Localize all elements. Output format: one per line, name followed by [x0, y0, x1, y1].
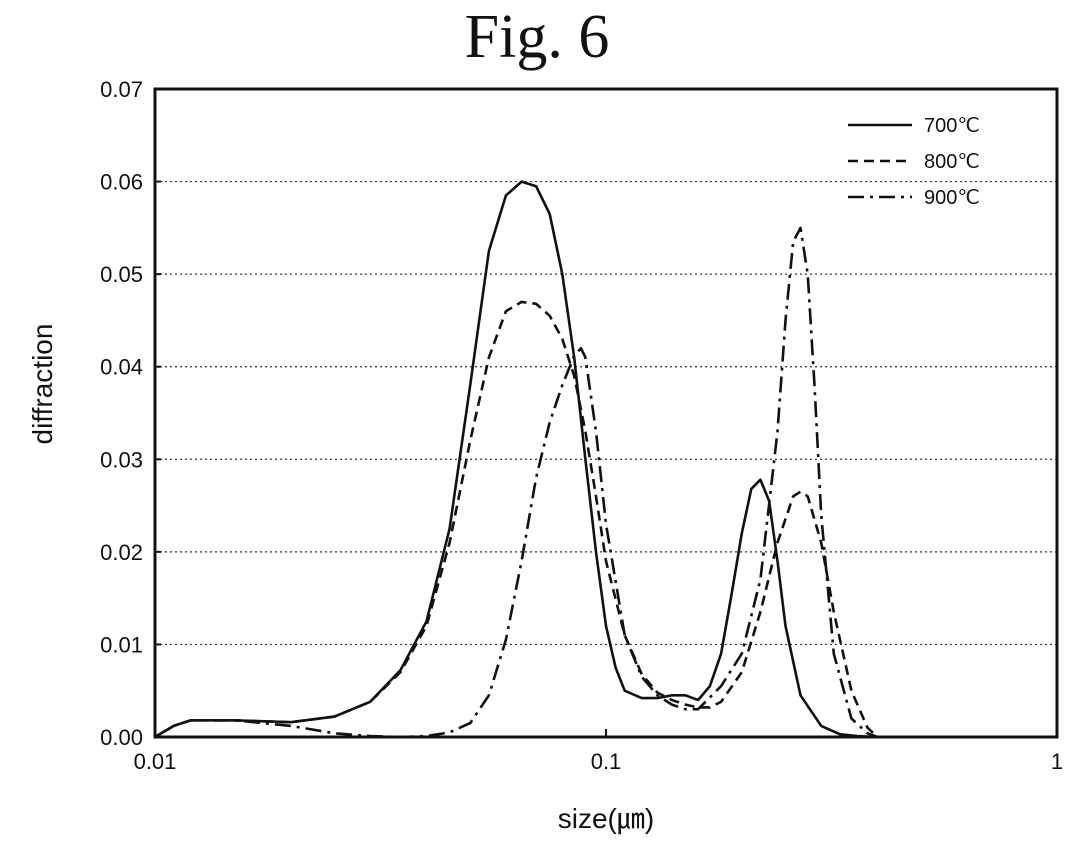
legend-label: 800℃ — [924, 151, 980, 173]
x-axis-title: size(㎛) — [558, 803, 654, 835]
legend: 700℃ 800℃ 900℃ — [848, 115, 980, 209]
plot-frame — [155, 89, 1057, 737]
x-tick-label: 1 — [1051, 749, 1063, 774]
x-tick-label: 0.1 — [591, 749, 622, 774]
y-tick-label: 0.02 — [100, 540, 143, 565]
y-tick-label: 0.06 — [100, 170, 143, 195]
y-tick-label: 0.04 — [100, 355, 143, 380]
legend-label: 900℃ — [924, 187, 980, 209]
y-tick-label: 0.00 — [100, 725, 143, 750]
y-axis-title: diffraction — [27, 324, 58, 445]
series-line — [155, 228, 878, 737]
y-tick-label: 0.03 — [100, 447, 143, 472]
x-tick-label: 0.01 — [134, 749, 177, 774]
y-tick-label: 0.07 — [100, 77, 143, 102]
gridlines — [155, 182, 1057, 645]
y-tick-label: 0.01 — [100, 632, 143, 657]
legend-label: 700℃ — [924, 115, 980, 137]
y-tick-label: 0.05 — [100, 262, 143, 287]
